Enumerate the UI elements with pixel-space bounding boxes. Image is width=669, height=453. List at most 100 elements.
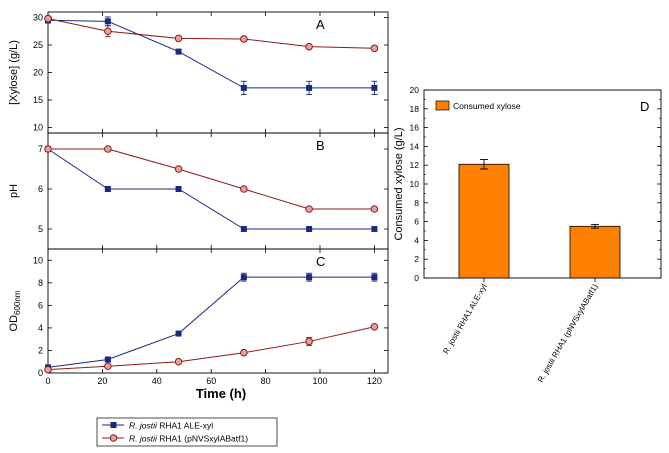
y-tick-label: 2 (414, 254, 419, 264)
legend-label: Consumed xylose (453, 101, 521, 111)
y-axis-label: Consumed xylose (g/L) (393, 127, 405, 240)
y-tick-label: 14 (410, 141, 420, 151)
series-line (47, 18, 375, 49)
data-point-square (240, 84, 247, 91)
legend-box (96, 417, 278, 447)
y-tick-label: 18 (410, 104, 420, 114)
data-point-circle (44, 14, 52, 23)
x-tick-label: 120 (367, 376, 382, 386)
legend-marker-pnvs (109, 434, 118, 442)
data-point-circle (370, 44, 379, 53)
data-point-circle (370, 205, 379, 213)
data-point-square (371, 226, 378, 232)
data-point-circle (240, 348, 248, 357)
legend-swatch (435, 100, 450, 111)
data-point-square (175, 48, 182, 55)
y-axis-label-main: pH (8, 184, 20, 198)
x-tick-label: 0 (45, 376, 50, 386)
category-label: R. jostii RHA1 (pNVSxylABatf1) (536, 282, 600, 384)
y-tick-label: 16 (410, 123, 420, 133)
y-tick-label: 6 (414, 217, 419, 227)
y-tick-label: 4 (38, 323, 43, 333)
data-point-circle (305, 42, 313, 51)
y-axis-label: pH (8, 184, 20, 198)
y-tick-label: 0 (38, 368, 43, 378)
data-point-circle (174, 34, 183, 43)
panel-a: 10 15 20 25 30 A [Xylose] (g/L) (8, 11, 389, 134)
bar (569, 225, 621, 279)
data-point-circle (305, 337, 313, 346)
data-point-circle (305, 205, 313, 213)
y-tick-label: 25 (33, 40, 43, 50)
series-line (47, 326, 375, 371)
data-point-square (306, 84, 313, 91)
y-tick-label: 0 (414, 273, 419, 283)
panel-frame (47, 132, 389, 250)
y-axis-label-main: OD (8, 315, 20, 332)
y-tick-label: 30 (33, 13, 43, 23)
data-point-square (175, 186, 182, 192)
legend-marker-ale (110, 422, 117, 428)
series-ale-xyl (45, 272, 378, 371)
data-point-circle (370, 322, 379, 331)
x-tick-label: 80 (261, 376, 271, 386)
data-point-square (371, 84, 378, 91)
y-axis-label-subscript: 600nm (13, 290, 22, 315)
category-label: R. jostii RHA1 ALE-xyl (441, 282, 488, 355)
series-pnvs (44, 145, 379, 213)
y-tick-label: 8 (414, 198, 419, 208)
consumed-xylose-panel: 0 2 4 6 8 10 12 14 16 18 20 Consumed xylose (g/L) D C… (393, 85, 662, 384)
panel-b: 5 6 7 BpH (8, 132, 389, 250)
y-tick-label: 12 (410, 160, 420, 170)
panel-frame (47, 11, 389, 134)
series-pnvs (44, 14, 379, 53)
shared-legend: R. jostii RHA1 ALE-xyl R. jostii RHA1 (p… (96, 417, 278, 447)
y-axis-label: OD600nm (8, 290, 22, 331)
x-tick-label: 20 (97, 376, 107, 386)
y-tick-label: 5 (38, 224, 43, 234)
data-point-square (240, 226, 247, 232)
data-point-square (104, 356, 111, 363)
y-tick-label: 20 (410, 85, 420, 95)
panel-letter: B (316, 138, 325, 153)
y-tick-label: 15 (33, 95, 43, 105)
data-point-square (104, 18, 111, 25)
legend-label-pnvs: R. jostii RHA1 (pNVSxylABatf1) (129, 434, 248, 444)
x-tick-label: 40 (152, 376, 162, 386)
panel-letter: D (640, 99, 649, 114)
y-tick-label: 10 (33, 255, 43, 265)
series-ale-xyl (45, 146, 378, 232)
y-axis-label-main: [Xylose] (g/L) (8, 40, 20, 105)
panel-frame (47, 248, 389, 374)
series-ale-xyl (45, 16, 378, 95)
data-point-square (104, 186, 111, 192)
y-tick-label: 10 (410, 179, 420, 189)
y-tick-label: 10 (33, 123, 43, 133)
x-tick-label: 60 (206, 376, 216, 386)
series-pnvs (44, 322, 379, 374)
series-line (48, 148, 375, 210)
y-tick-label: 4 (414, 235, 419, 245)
series-line (47, 148, 375, 230)
legend-label-ale: R. jostii RHA1 ALE-xyl (129, 421, 213, 431)
data-point-circle (174, 357, 183, 366)
y-tick-label: 6 (38, 300, 43, 310)
panel-letter: C (316, 254, 325, 269)
data-point-circle (174, 165, 183, 173)
series-line (47, 19, 375, 89)
data-point-circle (104, 145, 112, 153)
data-point-circle (240, 185, 248, 193)
data-point-circle (44, 365, 52, 374)
y-tick-label: 6 (38, 184, 43, 194)
data-point-circle (240, 35, 248, 43)
data-point-square (371, 274, 378, 281)
data-point-square (175, 330, 182, 337)
y-tick-label: 2 (38, 345, 43, 355)
time-axis-label: Time (h) (196, 386, 246, 401)
series-line (47, 276, 375, 368)
data-point-square (240, 274, 247, 281)
data-point-circle (104, 27, 112, 36)
